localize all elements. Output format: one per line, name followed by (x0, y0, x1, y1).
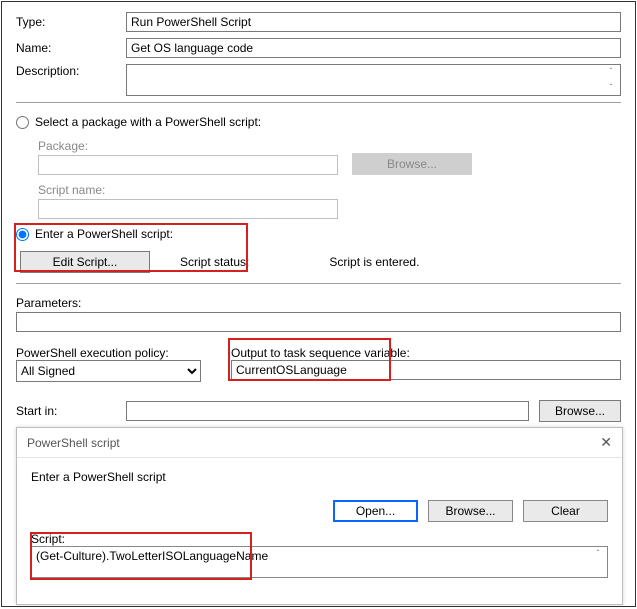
scriptname-field (38, 199, 338, 219)
script-status-value: Script is entered. (329, 255, 419, 269)
desc-scrollbar[interactable]: ˆ ˇ (603, 66, 619, 94)
policy-label: PowerShell execution policy: (16, 346, 211, 360)
package-browse-button: Browse... (352, 153, 472, 175)
highlight-enter-script (14, 223, 248, 272)
close-icon[interactable]: ✕ (582, 434, 612, 451)
type-label: Type: (16, 15, 126, 29)
clear-button[interactable]: Clear (523, 500, 608, 522)
name-field[interactable] (126, 38, 621, 58)
scroll-up-icon[interactable]: ˆ (590, 548, 606, 560)
dialog-title: PowerShell script (27, 436, 120, 450)
description-field[interactable]: ˆ ˇ (126, 64, 621, 96)
scroll-up-icon[interactable]: ˆ (603, 66, 619, 78)
name-label: Name: (16, 41, 126, 55)
scroll-down-icon[interactable]: ˇ (603, 82, 619, 94)
description-label: Description: (16, 64, 126, 78)
parameters-field[interactable] (16, 312, 621, 332)
startin-browse-button[interactable]: Browse... (539, 400, 621, 422)
open-button[interactable]: Open... (333, 500, 418, 522)
startin-field[interactable] (126, 401, 529, 421)
type-field[interactable] (126, 12, 621, 32)
separator-2 (16, 283, 621, 284)
script-scrollbar[interactable]: ˆ (590, 548, 606, 576)
policy-select[interactable]: All Signed (16, 360, 201, 382)
separator (16, 102, 621, 103)
highlight-output-variable (228, 338, 391, 381)
highlight-script (30, 532, 252, 580)
parameters-label: Parameters: (16, 296, 621, 310)
package-label: Package: (38, 139, 621, 153)
dialog-browse-button[interactable]: Browse... (428, 500, 513, 522)
package-field (38, 155, 338, 175)
dialog-prompt: Enter a PowerShell script (31, 470, 608, 484)
startin-label: Start in: (16, 404, 116, 418)
scriptname-label: Script name: (38, 183, 621, 197)
select-package-label: Select a package with a PowerShell scrip… (35, 115, 261, 129)
select-package-radio[interactable] (16, 116, 29, 129)
